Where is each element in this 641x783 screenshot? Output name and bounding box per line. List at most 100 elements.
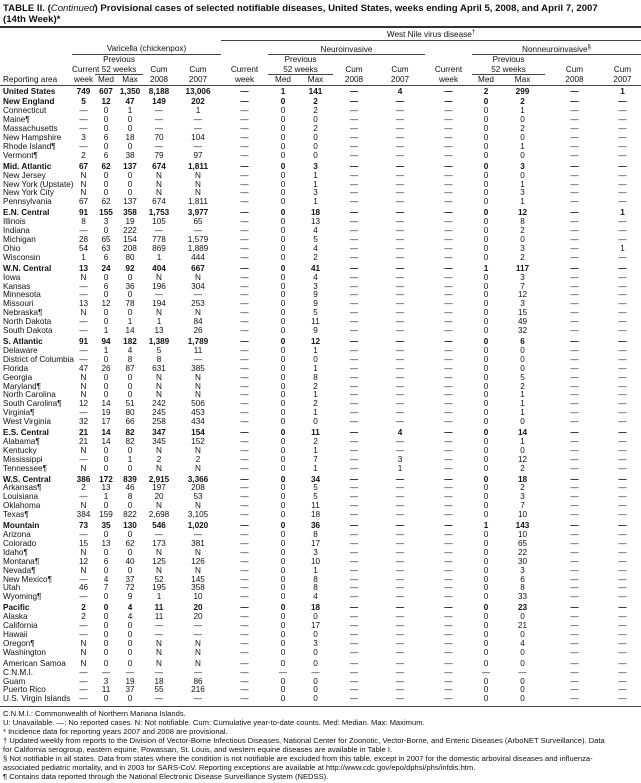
table-cell: 3: [313, 638, 318, 648]
table-cell: —: [395, 445, 405, 455]
footnote: † Updated weekly from reports to the Div…: [3, 736, 605, 746]
table-cell: 6: [520, 336, 525, 346]
table-cell: 0: [103, 647, 109, 657]
table-cell: 0: [520, 115, 525, 125]
table-cell: —: [240, 372, 249, 382]
table-cell: 1: [313, 179, 318, 189]
table-cell: N: [156, 272, 162, 282]
table-cell: 1: [620, 86, 625, 96]
table-cell: —: [349, 492, 359, 502]
table-cell: 32: [517, 326, 528, 336]
reporting-area: S. Atlantic: [3, 336, 43, 346]
table-cell: —: [570, 583, 579, 593]
table-cell: 0: [103, 124, 109, 134]
table-cell: 46: [125, 483, 135, 493]
table-cell: 0: [483, 676, 489, 686]
table-cell: N: [156, 372, 162, 382]
table-cell: —: [349, 281, 359, 291]
med-header: Med: [95, 74, 117, 86]
table-cell: 0: [127, 621, 133, 631]
table-cell: 62: [101, 161, 111, 171]
table-cell: —: [349, 124, 359, 134]
table-cell: —: [444, 363, 453, 373]
table-row: Hawaii — 0 0 — — — 0 0 — — — 0 0 — —: [0, 630, 641, 640]
table-cell: —: [349, 565, 359, 575]
table-cell: 0: [103, 308, 109, 318]
table-cell: —: [570, 141, 579, 151]
table-cell: 0: [280, 290, 286, 300]
table-cell: 73: [78, 521, 89, 531]
table-cell: 0: [520, 354, 525, 364]
reporting-area: Texas¶: [3, 510, 29, 520]
table-cell: —: [618, 436, 627, 446]
table-cell: 36: [125, 281, 135, 291]
table-cell: —: [618, 299, 627, 309]
table-cell: —: [79, 281, 88, 291]
table-row: New Hampshire 3 6 18 70 104 — 0 0 — — — 0 0 — —: [0, 133, 641, 143]
table-cell: —: [618, 638, 627, 648]
y2008-header: 2008: [143, 74, 175, 86]
current-header: Current: [72, 64, 100, 74]
table-cell: 0: [280, 150, 286, 160]
table-cell: 2: [81, 150, 86, 160]
table-row: Texas¶ 384 159 822 2,698 3,105 — 0 18 — — — 0 10 — —: [0, 510, 641, 520]
table-cell: —: [395, 676, 405, 686]
table-row: Nevada¶ N 0 0 N N — 0 1 — — — 0 3 — —: [0, 565, 641, 576]
table-cell: —: [240, 428, 249, 438]
table-cell: 12: [517, 208, 528, 218]
table-header: West Nile virus disease† Varicella (chic…: [0, 28, 641, 86]
table-cell: 97: [193, 150, 203, 160]
table-cell: 0: [127, 463, 133, 473]
table-cell: 0: [280, 252, 286, 262]
table-cell: 14: [125, 326, 135, 336]
table-cell: 19: [125, 217, 135, 227]
table-cell: 0: [280, 208, 286, 218]
table-cell: 2: [156, 454, 162, 464]
table-cell: —: [570, 530, 579, 539]
table-cell: —: [444, 574, 453, 584]
table-cell: —: [193, 694, 203, 704]
y2008-header: 2008: [333, 74, 375, 86]
table-cell: 12: [101, 299, 111, 309]
reporting-area: Arizona: [3, 530, 31, 539]
table-cell: N: [195, 381, 201, 391]
table-cell: —: [570, 612, 579, 622]
table-row: Connecticut — 0 1 — 1 — 0 2 — — — 0 1 — —: [0, 106, 641, 116]
table-cell: —: [240, 538, 249, 548]
table-cell: —: [240, 621, 249, 631]
table-cell: 208: [123, 243, 137, 253]
reporting-area: Minnesota: [3, 290, 41, 300]
table-cell: 15: [78, 538, 89, 548]
table-cell: 63: [101, 243, 111, 253]
table-cell: 299: [515, 86, 530, 96]
table-cell: 23: [517, 603, 528, 613]
table-row: New York City N 0 0 N N — 0 3 — — — 0 3 — —: [0, 189, 641, 198]
table-cell: 0: [103, 592, 109, 602]
table-cell: —: [444, 272, 453, 282]
table-cell: 20: [193, 603, 203, 613]
table-cell: 0: [103, 226, 109, 236]
table-cell: N: [195, 647, 201, 657]
reporting-area: Arkansas¶: [3, 483, 42, 493]
table-cell: 1: [620, 208, 625, 218]
table-cell: 5: [81, 97, 86, 107]
table-cell: 4: [127, 603, 133, 613]
table-cell: —: [570, 417, 579, 427]
table-row: Tennessee¶ N 0 0 N N — 0 1 — 1 — 0 2 — —: [0, 463, 641, 474]
table-cell: —: [444, 115, 453, 125]
table-cell: —: [570, 170, 579, 180]
table-cell: 1: [103, 345, 109, 355]
table-cell: N: [80, 272, 87, 282]
reporting-area: Delaware: [3, 345, 38, 355]
reporting-area: New Hampshire: [3, 133, 62, 143]
blank-header: [143, 55, 175, 65]
table-cell: 0: [483, 290, 489, 300]
table-cell: 0: [483, 436, 489, 446]
table-cell: 674: [152, 161, 166, 171]
table-cell: 453: [191, 408, 205, 418]
table-row: Idaho¶ N 0 0 N N — 0 3 — — — 0 22 — —: [0, 548, 641, 558]
table-cell: —: [395, 179, 405, 189]
table-cell: —: [79, 290, 88, 300]
table-cell: 20: [154, 492, 164, 502]
table-cell: —: [349, 538, 359, 548]
